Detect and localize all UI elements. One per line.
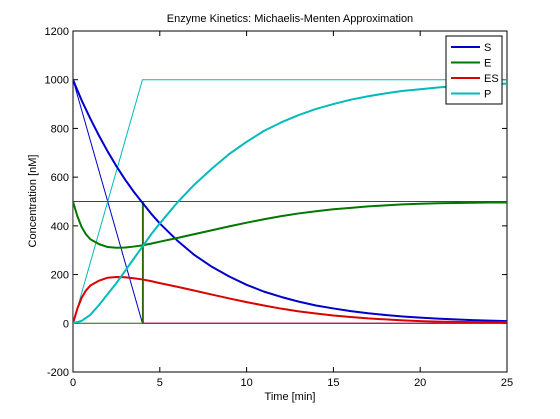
x-tick-label: 0 xyxy=(70,377,76,389)
y-tick-label: 1000 xyxy=(45,75,69,87)
series-group xyxy=(73,79,507,325)
x-axis-label: Time [min] xyxy=(265,391,316,403)
x-tick-label: 5 xyxy=(157,377,163,389)
chart-title: Enzyme Kinetics: Michaelis-Menten Approx… xyxy=(167,13,413,25)
y-tick-label: 600 xyxy=(51,172,69,184)
y-tick-label: 800 xyxy=(51,123,69,135)
y-axis-label: Concentration [nM] xyxy=(27,155,39,248)
series-line-e xyxy=(73,201,507,249)
x-tick-label: 25 xyxy=(501,377,513,389)
x-tick-label: 15 xyxy=(327,377,339,389)
series-line-es xyxy=(73,276,507,324)
x-tick-label: 10 xyxy=(240,377,252,389)
approximation-line xyxy=(73,201,507,324)
y-tick-label: 0 xyxy=(63,318,69,330)
approximation-line xyxy=(73,201,507,324)
series-line-s xyxy=(73,79,507,323)
y-tick-label: 1200 xyxy=(45,26,69,38)
series-line-p xyxy=(73,82,507,325)
legend-label: E xyxy=(484,58,491,70)
x-tick-label: 20 xyxy=(414,377,426,389)
y-tick-label: 400 xyxy=(51,221,69,233)
legend-label: S xyxy=(484,42,491,54)
y-tick-label: 200 xyxy=(51,270,69,282)
legend: SE ES P xyxy=(445,35,503,105)
legend-label: P xyxy=(484,89,491,101)
legend-label: ES xyxy=(484,73,499,85)
y-tick-label: -200 xyxy=(47,367,69,379)
